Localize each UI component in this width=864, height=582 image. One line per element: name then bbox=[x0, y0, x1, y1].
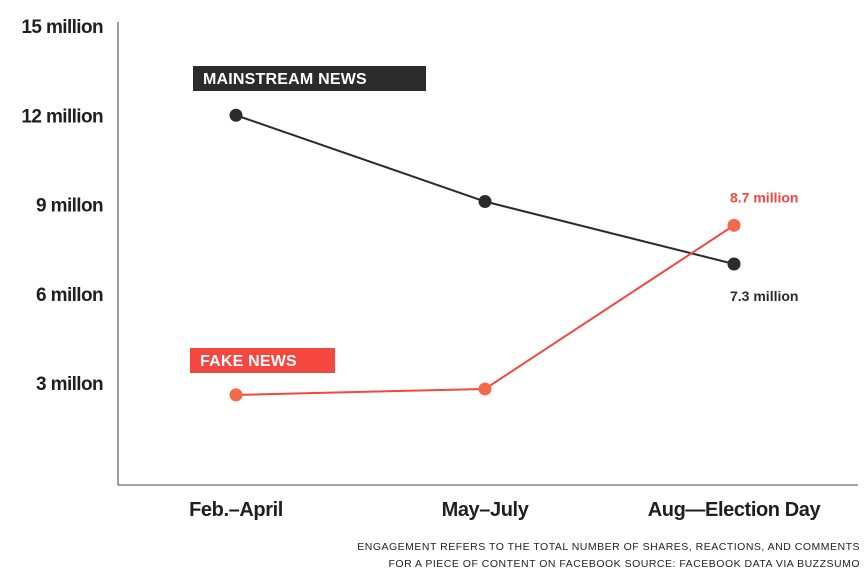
axes-layer: 3 millon 6 millon 9 millon 12 million 15 mil… bbox=[21, 17, 858, 521]
series-tag-label: MAINSTREAM NEWS bbox=[203, 71, 367, 88]
series-tag: MAINSTREAM NEWS bbox=[193, 66, 426, 91]
series-tag-box bbox=[190, 348, 335, 373]
series-points-layer bbox=[229, 108, 741, 402]
data-point bbox=[478, 195, 492, 209]
x-category-label: Feb.–April bbox=[189, 499, 283, 521]
y-tick-label: 12 million bbox=[21, 106, 103, 127]
data-point bbox=[229, 388, 243, 402]
footnote-line-1: ENGAGEMENT REFERS TO THE TOTAL NUMBER OF… bbox=[357, 541, 860, 553]
series-tag-label: FAKE NEWS bbox=[200, 353, 297, 370]
y-tick-label: 3 millon bbox=[36, 374, 103, 395]
data-point bbox=[727, 218, 741, 232]
footnote-line-2: FOR A PIECE OF CONTENT ON FACEBOOK SOURC… bbox=[388, 558, 860, 570]
series-line bbox=[235, 114, 735, 265]
series-tag-box bbox=[193, 66, 426, 91]
data-label: 7.3 million bbox=[730, 288, 798, 304]
data-point bbox=[478, 382, 492, 396]
data-label: 8.7 million bbox=[730, 189, 798, 205]
labels-layer: MAINSTREAM NEWS 7.3 million FAKE NEWS 8.7 m… bbox=[190, 66, 798, 373]
data-point bbox=[229, 108, 243, 122]
x-category-label: Aug—Election Day bbox=[648, 499, 822, 521]
data-point bbox=[727, 257, 741, 271]
x-category-label: May–July bbox=[442, 499, 530, 521]
y-tick-label: 6 millon bbox=[36, 285, 103, 306]
y-tick-label: 15 million bbox=[21, 17, 103, 38]
y-tick-label: 9 millon bbox=[36, 196, 103, 217]
series-tag: FAKE NEWS bbox=[190, 348, 335, 373]
